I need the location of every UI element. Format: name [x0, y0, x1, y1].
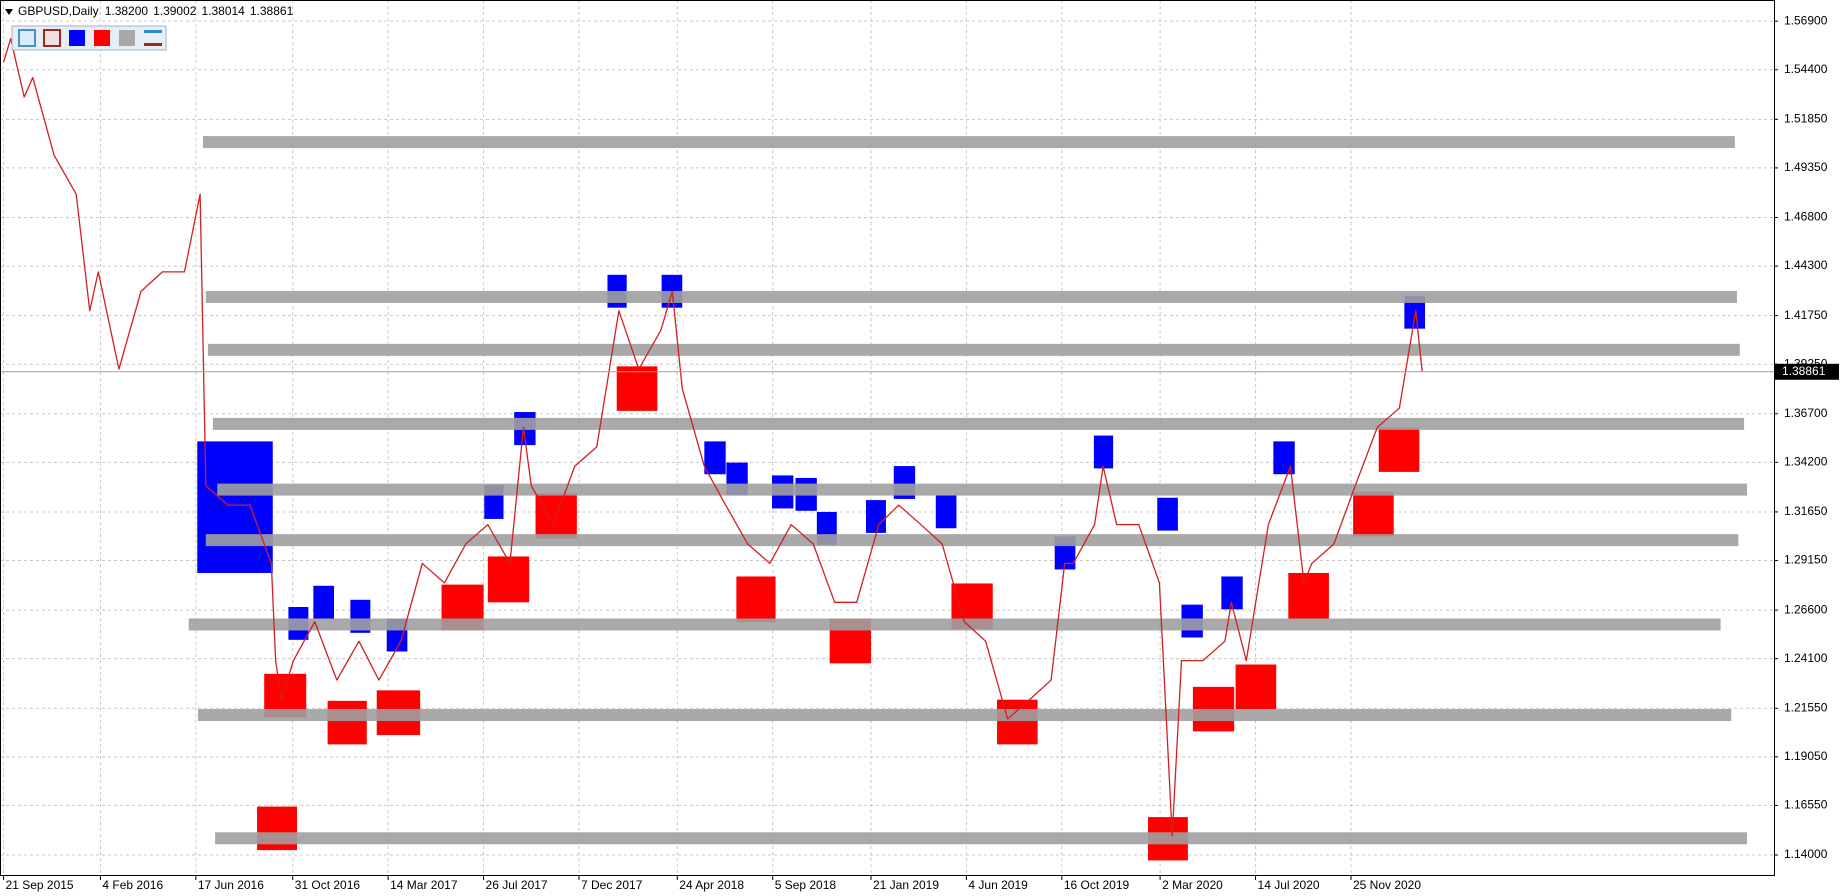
x-tick-label: 4 Feb 2016: [102, 878, 163, 892]
x-tick-label: 25 Nov 2020: [1353, 878, 1421, 892]
toolbar-frame: [11, 25, 167, 51]
red-zone: [327, 700, 367, 745]
axis-layer: 1.56900 1.54400 1.51850 1.49350 1.46800 1.443…: [3, 13, 1839, 892]
chart-header: GBPUSD,Daily 1.38200 1.39002 1.38014 1.38861: [18, 4, 294, 18]
level-band: [202, 136, 1735, 149]
price-line: [2, 38, 1423, 837]
x-tick-label: 21 Sep 2015: [6, 878, 74, 892]
y-tick-label: 1.21550: [1784, 700, 1828, 714]
last-price-box: [1775, 363, 1839, 380]
level-layer: [188, 136, 1747, 845]
level-band: [207, 343, 1740, 356]
y-tick-label: 1.24100: [1784, 651, 1828, 665]
x-tick-label: 14 Mar 2017: [390, 878, 458, 892]
x-tick-label: 26 Jul 2017: [486, 878, 548, 892]
blue-zone: [197, 441, 273, 573]
menu-arrow[interactable]: [5, 9, 13, 15]
x-tick-label: 21 Jan 2019: [873, 878, 939, 892]
plot-frame: [0, 0, 1775, 876]
level-band: [217, 483, 1747, 496]
x-tick-label: 5 Sep 2018: [775, 878, 837, 892]
y-tick-label: 1.16550: [1784, 798, 1828, 812]
tool-button[interactable]: [144, 43, 162, 46]
x-tick-label: 7 Dec 2017: [581, 878, 643, 892]
red-zone: [487, 556, 530, 603]
red-zone: [1235, 664, 1277, 710]
y-tick-label: 1.46800: [1784, 210, 1828, 224]
x-tick-label: 2 Mar 2020: [1162, 878, 1223, 892]
level-band: [205, 534, 1739, 547]
last-price-label: 1.38861: [1782, 364, 1826, 378]
x-tick-label: 24 Apr 2018: [679, 878, 744, 892]
red-zone: [1353, 491, 1394, 537]
tool-button[interactable]: [144, 30, 162, 33]
y-tick-label: 1.51850: [1784, 112, 1828, 126]
level-band: [197, 709, 1732, 722]
tool-button[interactable]: [69, 30, 85, 46]
y-tick-label: 1.19050: [1784, 749, 1828, 763]
y-tick-label: 1.36700: [1784, 406, 1828, 420]
level-band: [212, 417, 1745, 430]
blue-zone: [1093, 435, 1114, 469]
price-layer: [0, 38, 1774, 837]
y-tick-label: 1.31650: [1784, 504, 1828, 518]
y-tick-label: 1.34200: [1784, 455, 1828, 469]
high-price: 1.39002: [153, 4, 197, 18]
blue-zone: [935, 495, 957, 529]
x-tick-label: 31 Oct 2016: [295, 878, 361, 892]
tool-button[interactable]: [119, 30, 135, 46]
blue-zone: [1273, 441, 1295, 475]
y-tick-label: 1.49350: [1784, 160, 1828, 174]
red-zone: [736, 576, 776, 623]
y-tick-label: 1.14000: [1784, 847, 1828, 861]
y-tick-label: 1.41750: [1784, 308, 1828, 322]
x-tick-label: 17 Jun 2016: [198, 878, 264, 892]
tool-button[interactable]: [18, 29, 36, 47]
x-tick-label: 14 Jul 2020: [1258, 878, 1320, 892]
red-zone: [997, 699, 1038, 745]
y-tick-label: 1.56900: [1784, 13, 1828, 27]
level-band: [188, 618, 1721, 631]
tool-button[interactable]: [43, 29, 61, 47]
blue-zone: [1404, 295, 1426, 329]
y-tick-label: 1.26600: [1784, 602, 1828, 616]
blue-zone: [313, 585, 335, 619]
blue-zone: [704, 441, 726, 475]
close-price: 1.38861: [250, 4, 294, 18]
red-zone: [616, 366, 658, 411]
blue-zone: [1157, 497, 1178, 531]
red-zone: [1288, 572, 1329, 619]
red-zone: [1378, 427, 1420, 472]
level-band: [215, 832, 1747, 845]
level-band: [205, 290, 1737, 303]
low-price: 1.38014: [201, 4, 245, 18]
y-tick-label: 1.29150: [1784, 553, 1828, 567]
symbol: GBPUSD,Daily: [18, 4, 99, 18]
blue-zone: [865, 500, 886, 533]
y-tick-label: 1.44300: [1784, 258, 1828, 272]
x-tick-label: 16 Oct 2019: [1064, 878, 1130, 892]
open-price: 1.38200: [105, 4, 149, 18]
y-tick-label: 1.54400: [1784, 62, 1828, 76]
blue-zone: [1221, 576, 1243, 610]
x-tick-label: 4 Jun 2019: [968, 878, 1028, 892]
toolbar: [11, 25, 167, 51]
tool-button[interactable]: [94, 30, 110, 46]
